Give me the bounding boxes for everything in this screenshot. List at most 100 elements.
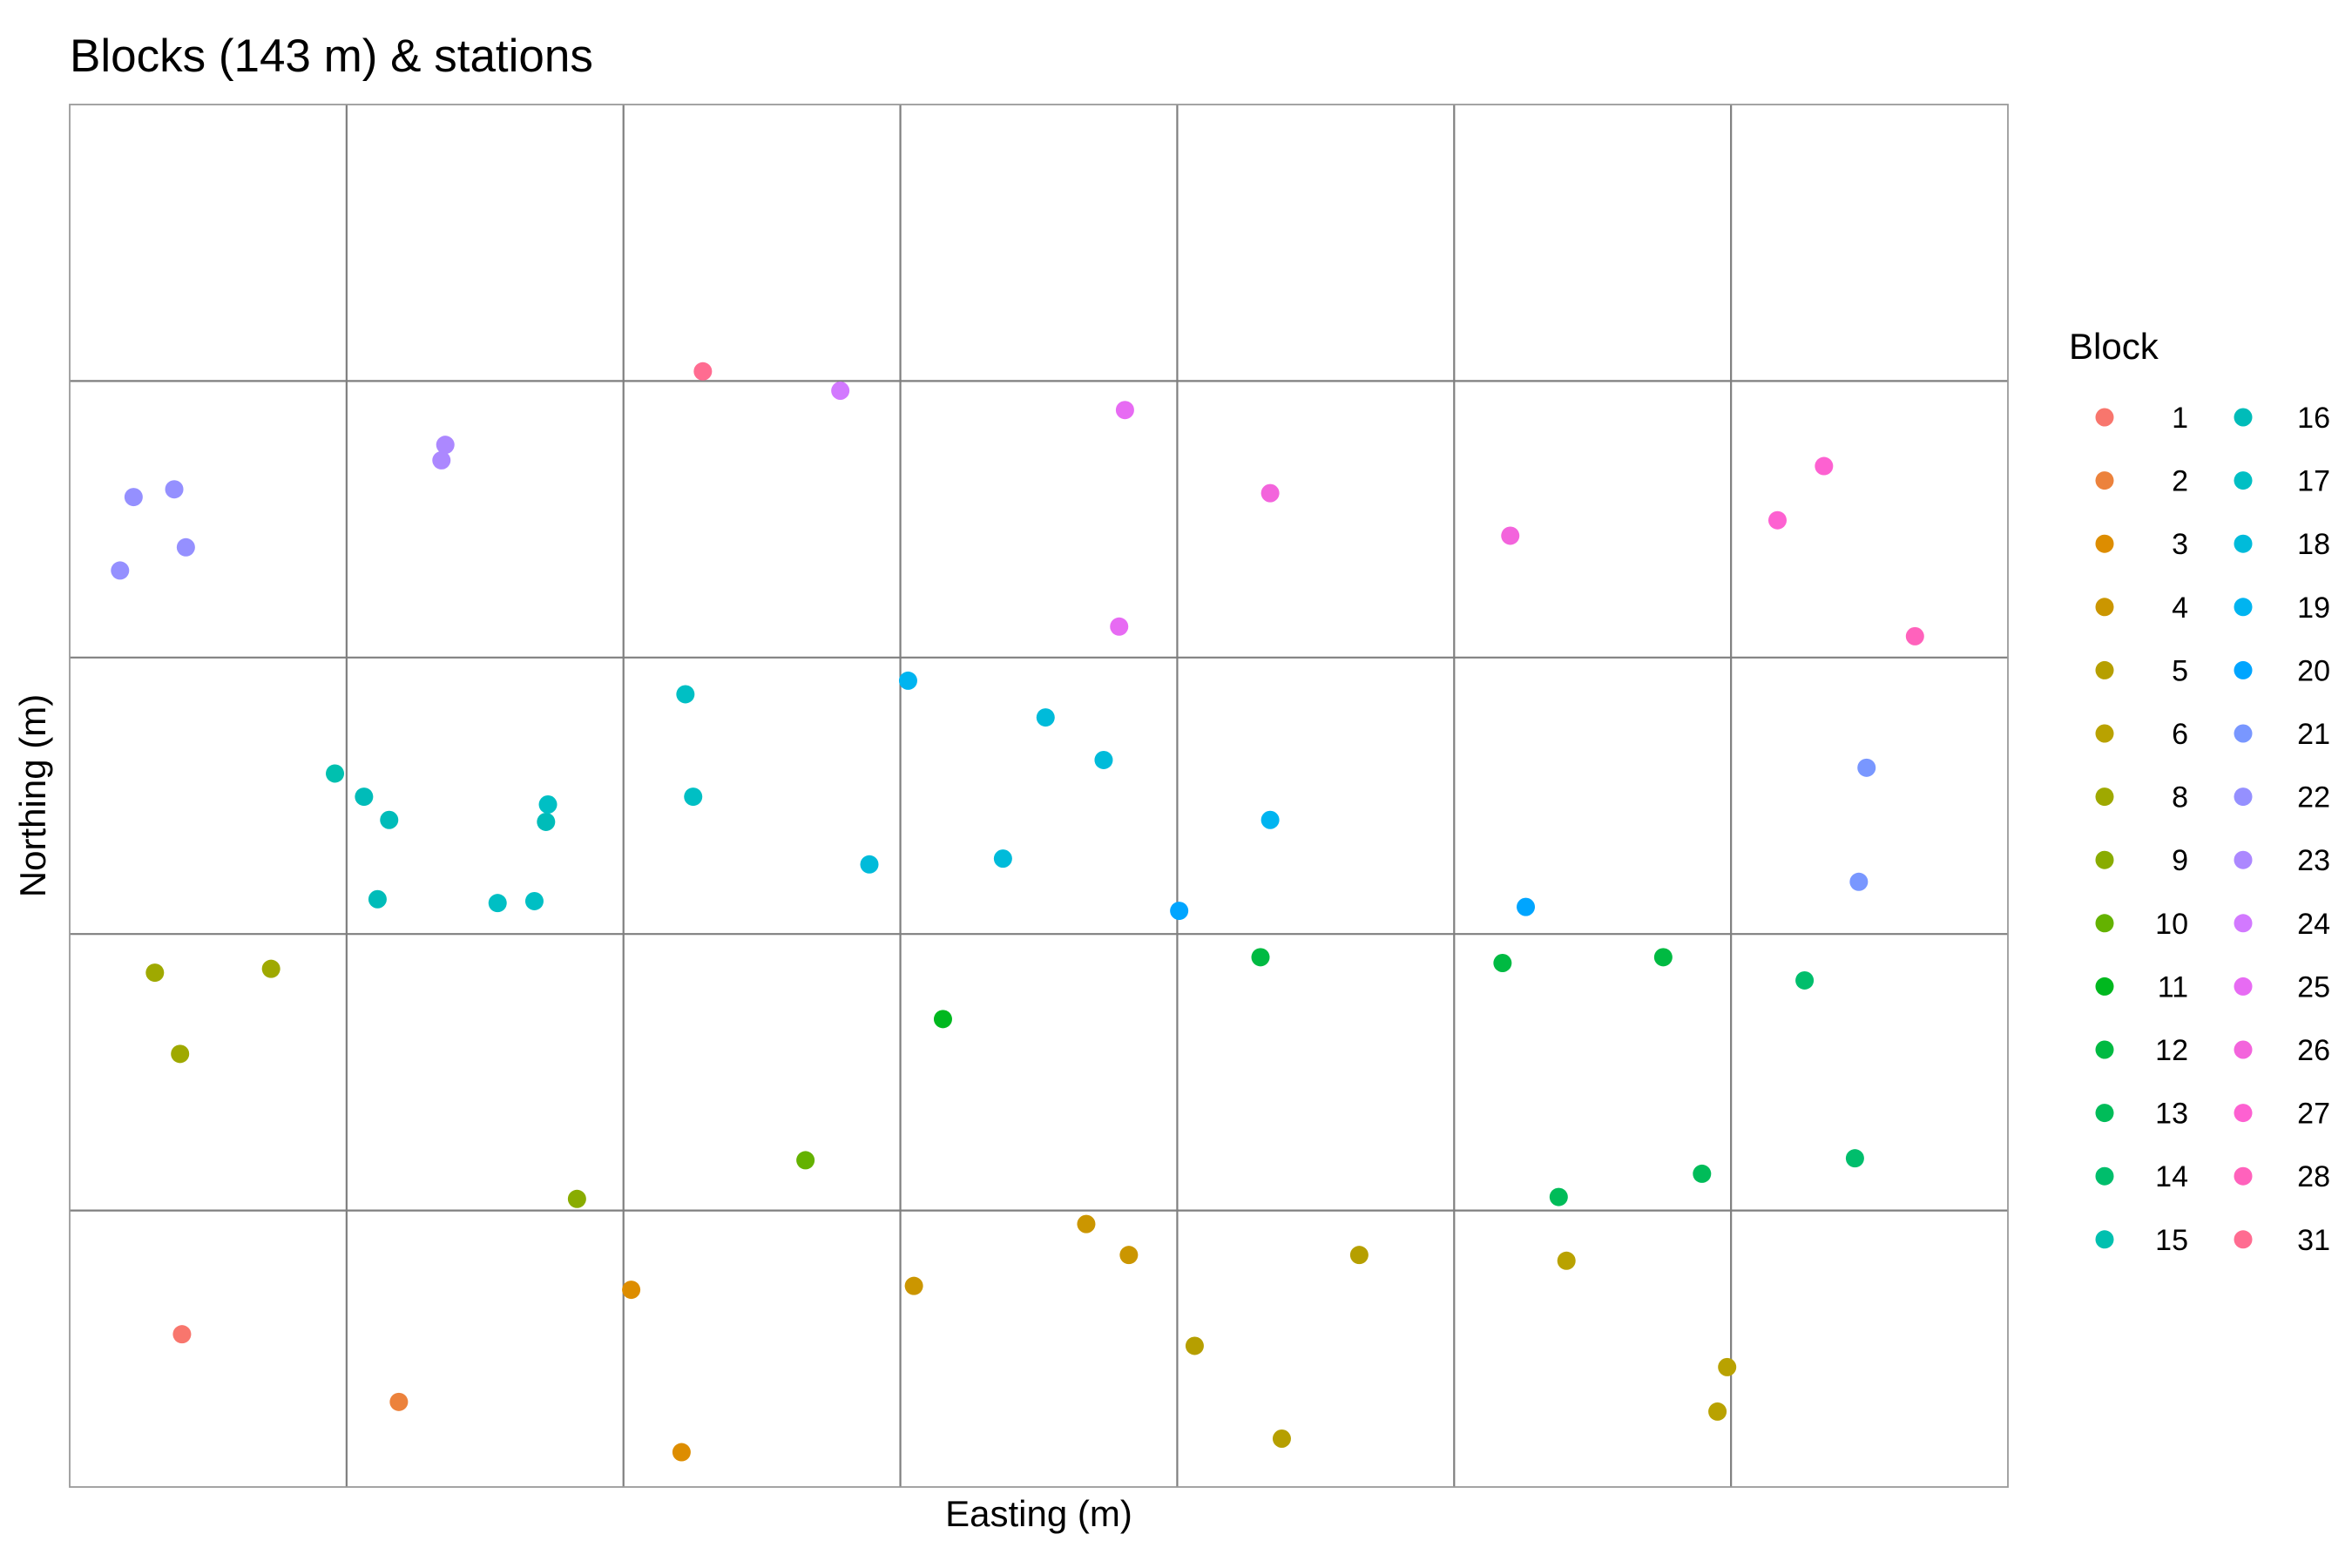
legend-label-block-25: 25 [2297,970,2330,1004]
data-point-block-18 [1036,708,1055,727]
data-point-block-17 [538,794,558,814]
data-point-block-8 [171,1044,190,1064]
legend-label-block-21: 21 [2297,718,2330,751]
data-point-block-10 [796,1151,815,1170]
data-point-block-18 [993,849,1012,868]
legend-key-block-27 [2234,1104,2253,1123]
legend: Block 1234568910111213141516171819202122… [2069,326,2330,1257]
legend-key-block-17 [2234,471,2253,490]
data-point-block-16 [368,889,387,909]
legend-label-block-18: 18 [2297,528,2330,561]
legend-label-block-12: 12 [2155,1034,2188,1067]
legend-key-block-3 [2095,534,2114,553]
legend-label-block-13: 13 [2155,1098,2188,1131]
legend-label-block-22: 22 [2297,781,2330,814]
grid-lines [70,105,2008,1487]
panel-border [69,104,2009,1488]
data-point-block-6 [1557,1251,1576,1270]
data-point-block-16 [537,812,556,831]
legend-label-block-31: 31 [2297,1224,2330,1257]
legend-key-block-22 [2234,787,2253,807]
data-points [111,362,1924,1462]
legend-label-block-27: 27 [2297,1098,2330,1131]
data-point-block-24 [831,381,850,400]
legend-items: 1234568910111213141516171819202122232425… [2095,402,2330,1257]
data-point-block-17 [488,894,507,913]
legend-label-block-4: 4 [2172,591,2188,625]
data-point-block-15 [326,764,345,783]
data-point-block-9 [567,1189,586,1208]
legend-key-block-10 [2095,914,2114,933]
data-point-block-2 [389,1392,409,1411]
legend-key-block-9 [2095,850,2114,869]
legend-key-block-16 [2234,408,2253,427]
data-point-block-16 [355,787,374,807]
data-point-block-25 [1115,401,1134,420]
legend-label-block-17: 17 [2297,465,2330,498]
legend-key-block-24 [2234,914,2253,933]
legend-key-block-6 [2095,724,2114,743]
data-point-block-19 [1260,810,1280,829]
legend-label-block-3: 3 [2172,528,2188,561]
data-point-block-17 [676,685,695,704]
legend-label-block-9: 9 [2172,844,2188,877]
data-point-block-26 [1501,526,1520,545]
legend-key-block-21 [2234,724,2253,743]
data-point-block-12 [1493,953,1512,972]
legend-key-block-15 [2095,1230,2114,1249]
data-point-block-27 [1767,510,1787,530]
legend-label-block-1: 1 [2172,402,2188,435]
legend-key-block-25 [2234,977,2253,996]
legend-label-block-15: 15 [2155,1224,2188,1257]
data-point-block-5 [1185,1336,1204,1355]
data-point-block-4 [1119,1246,1139,1265]
data-point-block-22 [165,480,184,499]
legend-key-block-28 [2234,1166,2253,1186]
chart-title: Blocks (143 m) & stations [70,30,593,82]
legend-label-block-23: 23 [2297,844,2330,877]
legend-key-block-31 [2234,1230,2253,1249]
data-point-block-13 [1693,1164,1712,1183]
data-point-block-19 [898,671,917,690]
data-point-block-12 [1251,948,1270,967]
data-point-block-13 [1549,1187,1568,1206]
legend-key-block-14 [2095,1166,2114,1186]
data-point-block-6 [1718,1357,1737,1376]
data-point-block-23 [432,450,451,470]
legend-label-block-2: 2 [2172,465,2188,498]
data-point-block-21 [1857,758,1876,777]
data-point-block-22 [111,561,130,580]
legend-key-block-11 [2095,977,2114,996]
data-point-block-5 [1349,1246,1369,1265]
data-point-block-17 [524,891,544,910]
legend-key-block-26 [2234,1040,2253,1059]
legend-key-block-4 [2095,598,2114,617]
legend-key-block-13 [2095,1104,2114,1123]
legend-label-block-5: 5 [2172,654,2188,687]
x-axis-label: Easting (m) [945,1493,1132,1534]
data-point-block-11 [933,1010,952,1029]
data-point-block-16 [380,810,399,829]
legend-label-block-8: 8 [2172,781,2188,814]
data-point-block-27 [1815,456,1834,476]
legend-key-block-19 [2234,598,2253,617]
data-point-block-8 [145,963,165,983]
data-point-block-20 [1517,897,1536,916]
legend-key-block-5 [2095,660,2114,679]
legend-key-block-2 [2095,471,2114,490]
data-point-block-4 [1077,1214,1096,1233]
legend-key-block-18 [2234,534,2253,553]
legend-label-block-26: 26 [2297,1034,2330,1067]
legend-label-block-24: 24 [2297,908,2330,941]
data-point-block-4 [904,1276,923,1295]
data-point-block-17 [684,787,703,807]
data-point-block-20 [1170,902,1189,921]
data-point-block-18 [1094,750,1113,769]
data-point-block-22 [124,488,143,507]
data-point-block-6 [1708,1402,1727,1421]
data-point-block-21 [1849,872,1869,891]
legend-label-block-11: 11 [2158,970,2188,1004]
legend-label-block-16: 16 [2297,402,2330,435]
data-point-block-3 [622,1281,641,1300]
